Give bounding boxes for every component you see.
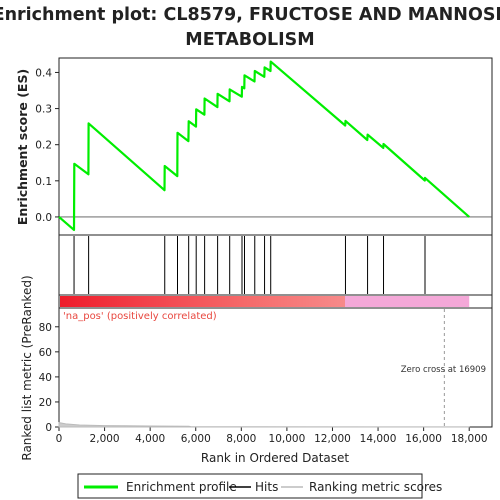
ranking-y-tick-label: 80 — [39, 322, 52, 334]
hits-panel-frame — [58, 234, 493, 296]
x-tick-label: 14,000 — [360, 433, 397, 445]
es-y-axis-label: Enrichment score (ES) — [15, 69, 30, 225]
enrichment-panel-frame — [58, 57, 493, 236]
hits-group — [73, 236, 426, 294]
ranking-y-tick-label: 40 — [39, 372, 52, 384]
x-tick-label: 8,000 — [226, 433, 256, 445]
ranking-y-tick-label: 20 — [39, 397, 52, 409]
x-tick-label: 18,000 — [451, 433, 488, 445]
ranking-x-axis: 0 2,000 4,000 6,000 8,000 10,000 12,000 14,000 1… — [56, 427, 488, 445]
es-y-tick-label: 0.0 — [35, 212, 52, 224]
rank-color-bar — [60, 296, 470, 307]
positive-correlation-label: 'na_pos' (positively correlated) — [63, 311, 217, 322]
x-tick-label: 10,000 — [269, 433, 306, 445]
color-bar-positive — [60, 296, 346, 307]
x-tick-label: 2,000 — [90, 433, 120, 445]
x-axis-label: Rank in Ordered Dataset — [201, 451, 349, 465]
ranking-y-tick-label: 60 — [39, 347, 52, 359]
legend-hits-label: Hits — [255, 480, 278, 494]
es-y-tick-label: 0.2 — [35, 140, 52, 152]
x-tick-label: 12,000 — [314, 433, 351, 445]
es-y-tick-label: 0.3 — [35, 104, 52, 116]
ranking-y-tick-label: 0 — [45, 422, 52, 434]
legend-box — [77, 473, 423, 499]
zero-cross-label: Zero cross at 16909 — [401, 365, 486, 375]
ranking-metric-fill — [58, 421, 470, 428]
ranking-metric-area — [58, 421, 470, 428]
x-tick-label: 16,000 — [405, 433, 442, 445]
enrichment-profile-line — [58, 60, 470, 231]
legend-ranking-label: Ranking metric scores — [309, 480, 442, 494]
es-y-axis: 0.0 0.1 0.2 0.3 0.4 — [35, 67, 59, 224]
chart-title-line2: METABOLISM — [185, 30, 314, 50]
ranking-y-axis-label: Ranked list metric (PreRanked) — [20, 275, 34, 460]
x-tick-label: 6,000 — [181, 433, 211, 445]
x-tick-label: 4,000 — [135, 433, 165, 445]
es-y-tick-label: 0.4 — [35, 67, 52, 79]
enrichment-profile-polyline — [58, 60, 470, 231]
ranking-y-axis: 0 20 40 60 80 — [39, 322, 59, 434]
es-y-tick-label: 0.1 — [35, 176, 52, 188]
legend-profile-label: Enrichment profile — [126, 480, 237, 494]
chart-title-line1: Enrichment plot: CL8579, FRUCTOSE AND MA… — [0, 5, 500, 25]
x-tick-label: 0 — [56, 433, 63, 445]
color-bar-negative — [345, 296, 470, 307]
